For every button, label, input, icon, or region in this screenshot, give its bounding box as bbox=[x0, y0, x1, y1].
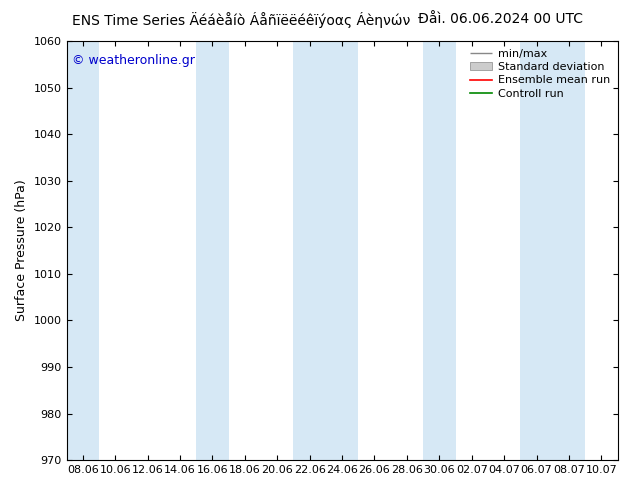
Bar bbox=[196, 41, 229, 460]
Bar bbox=[67, 41, 99, 460]
Bar bbox=[553, 41, 585, 460]
Bar bbox=[423, 41, 455, 460]
Y-axis label: Surface Pressure (hPa): Surface Pressure (hPa) bbox=[15, 180, 28, 321]
Text: © weatheronline.gr: © weatheronline.gr bbox=[72, 53, 195, 67]
Legend: min/max, Standard deviation, Ensemble mean run, Controll run: min/max, Standard deviation, Ensemble me… bbox=[465, 45, 614, 103]
Bar bbox=[326, 41, 358, 460]
Bar bbox=[521, 41, 553, 460]
Text: ENS Time Series Äéáèåíò Áåñïëëéêïýοας Áèηνών: ENS Time Series Äéáèåíò Áåñïëëéêïýοας Áè… bbox=[72, 12, 410, 28]
Text: Đåì. 06.06.2024 00 UTC: Đåì. 06.06.2024 00 UTC bbox=[418, 12, 583, 26]
Bar bbox=[294, 41, 326, 460]
